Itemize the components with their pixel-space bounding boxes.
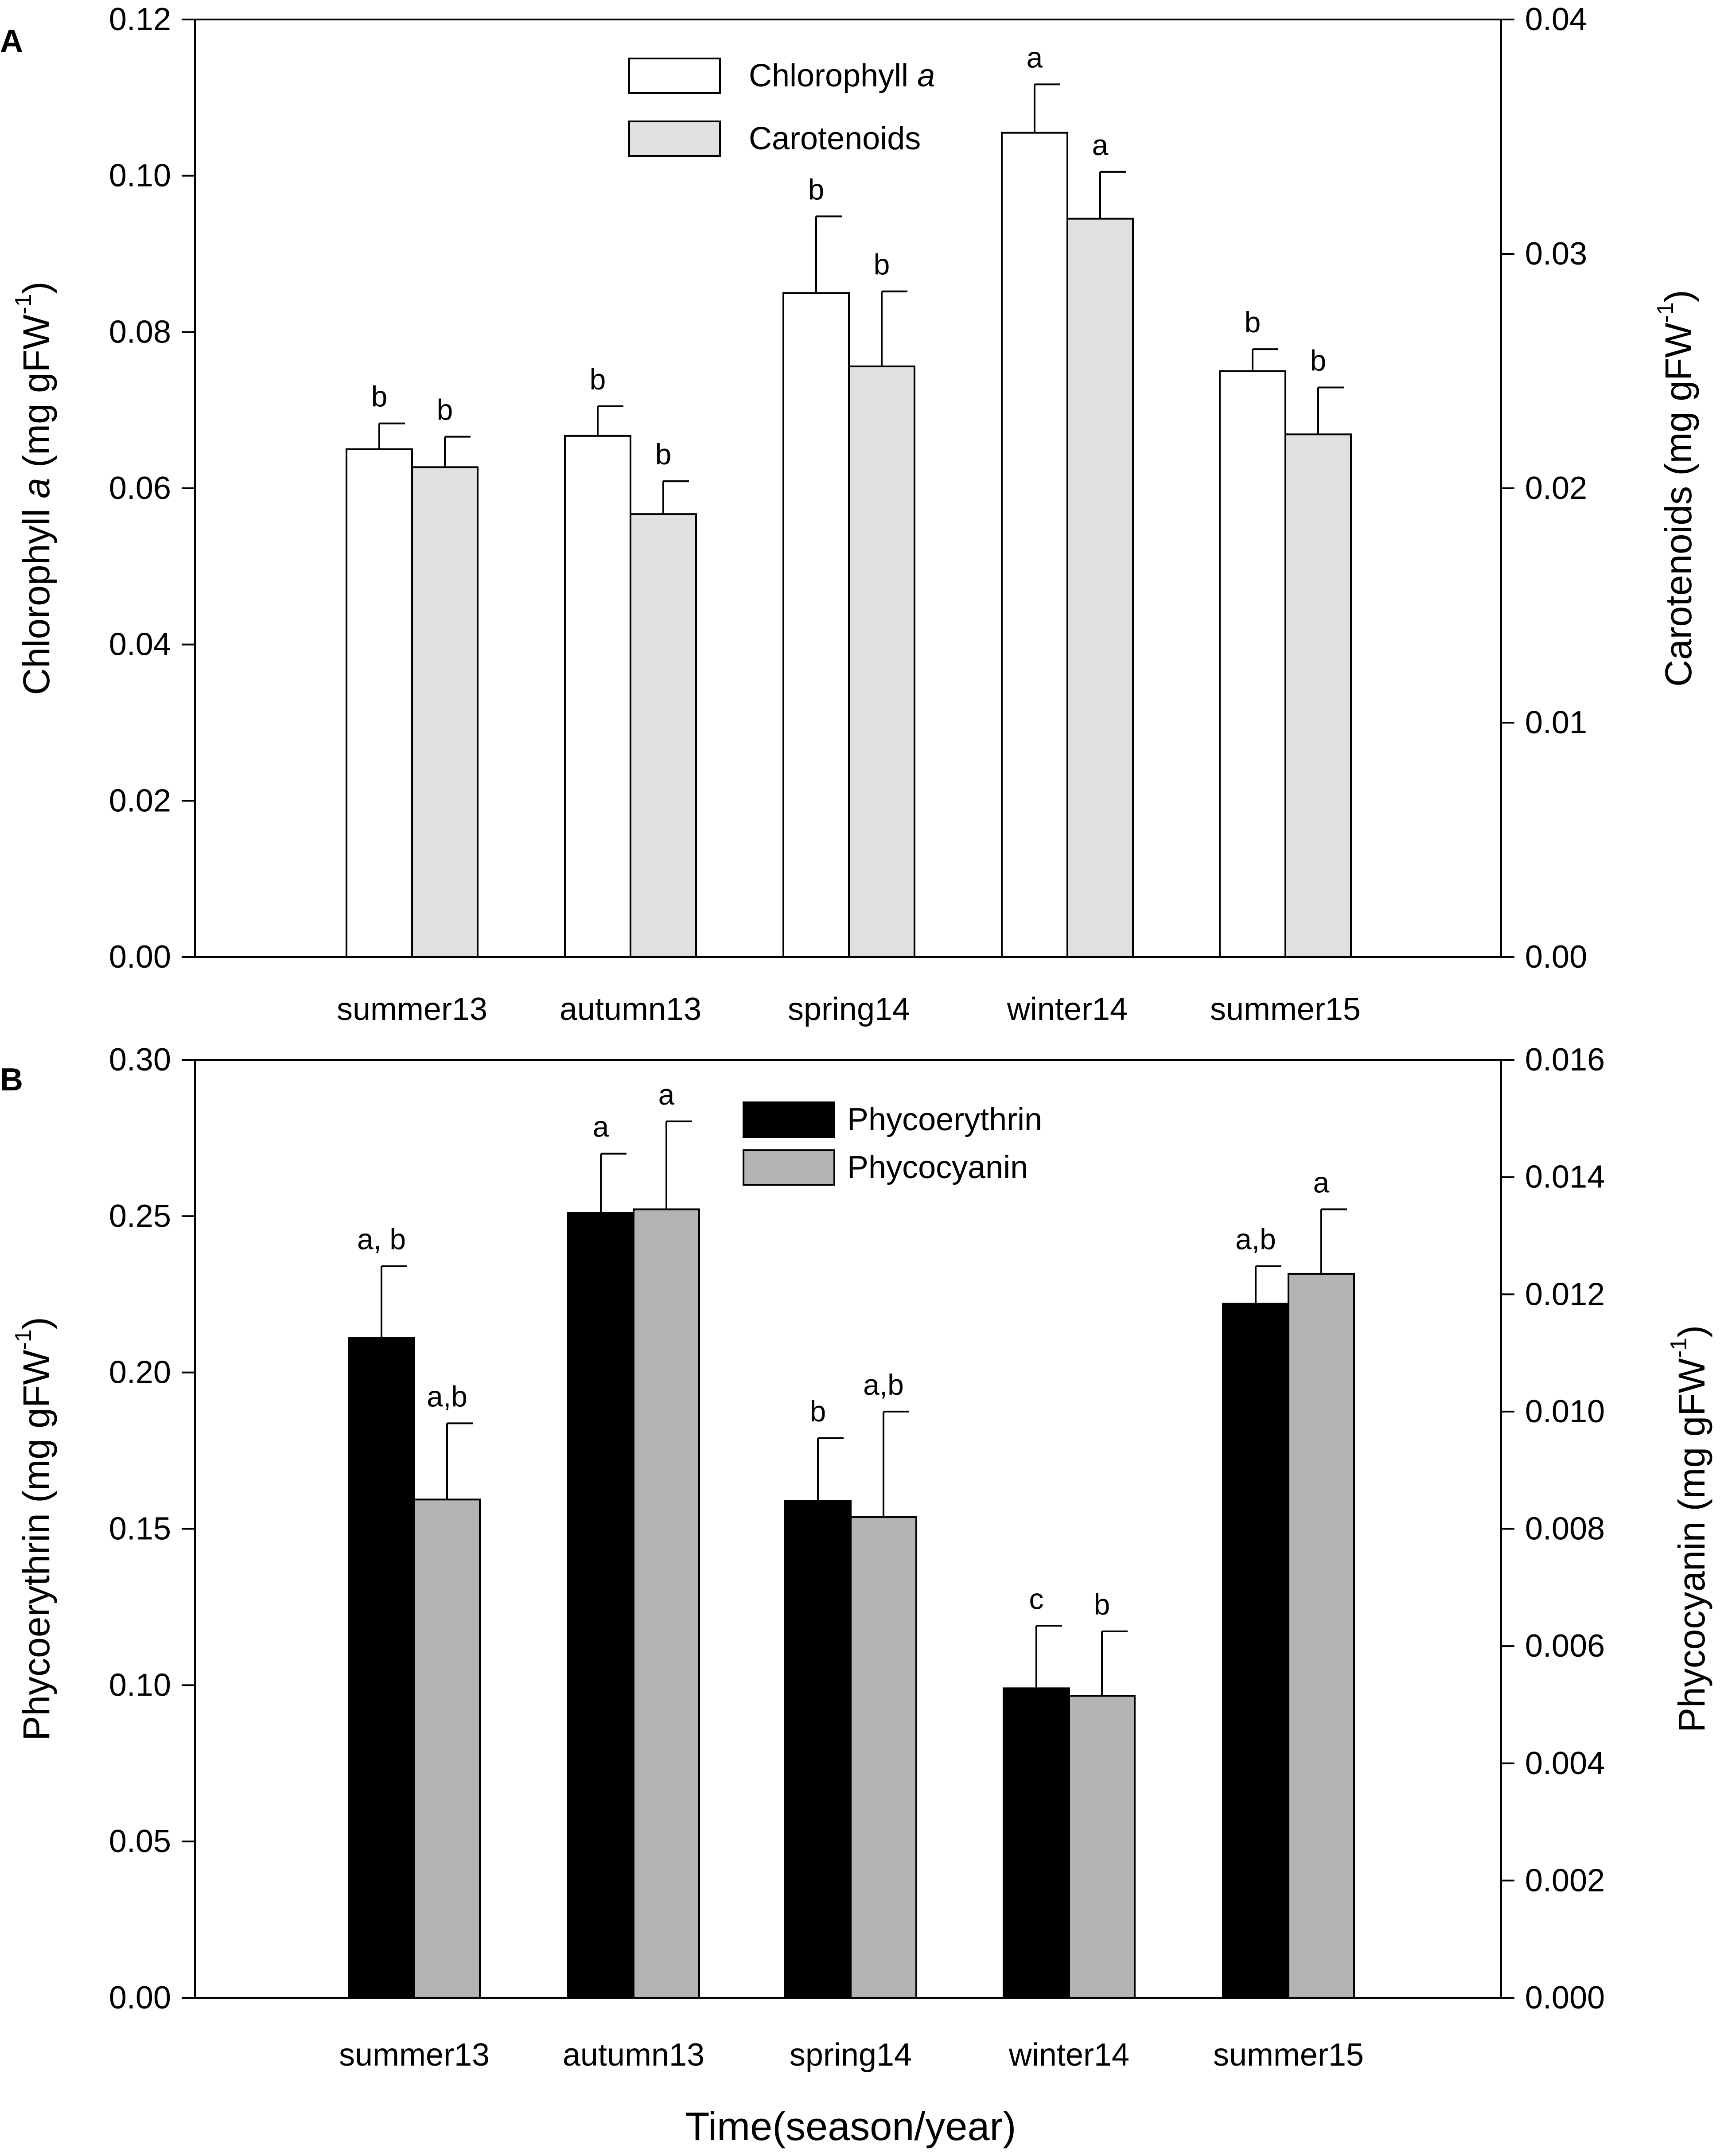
legend-swatch <box>628 58 721 94</box>
panel-b: Ba, b a b c a,b a,b a a,b b a 0.00 0.05 0.10 0.15 0.20… <box>0 1042 1712 2073</box>
y2-tick-label: 0.02 <box>1525 471 1587 506</box>
significance-letter: b <box>1245 306 1261 339</box>
significance-letter: c <box>1029 1582 1044 1615</box>
legend-label: Carotenoids <box>749 121 921 156</box>
x-tick-label: summer15 <box>1210 992 1361 1027</box>
bar <box>1284 433 1352 958</box>
x-tick-label: summer13 <box>339 2037 490 2073</box>
bar <box>564 435 631 958</box>
bar <box>633 1208 700 1999</box>
y2-axis-title: Carotenoids (mg gFW-1) <box>1653 290 1699 687</box>
y-tick-label: 0.10 <box>109 1667 171 1703</box>
significance-letter: b <box>1310 344 1327 377</box>
y-tick-label: 0.25 <box>109 1199 171 1234</box>
significance-letter: a, b <box>357 1223 406 1256</box>
legend-label: Phycoerythrin <box>847 1102 1042 1137</box>
significance-letter: b <box>371 380 388 413</box>
bar <box>411 466 479 958</box>
panel-letter: A <box>0 23 23 59</box>
bar <box>850 1516 917 1999</box>
significance-letter: a <box>1027 41 1043 74</box>
significance-letter: b <box>808 173 825 206</box>
bar <box>346 448 413 958</box>
y-tick-label: 0.06 <box>109 471 171 506</box>
y2-tick-label: 0.004 <box>1525 1746 1605 1781</box>
shared-x-axis-title: Time(season/year) <box>685 2105 1016 2149</box>
y-tick-label: 0.00 <box>109 1980 171 2016</box>
y-tick-label: 0.15 <box>109 1511 171 1547</box>
y2-tick-label: 0.000 <box>1525 1980 1605 2016</box>
legend-swatch <box>743 1149 835 1186</box>
significance-letter: a <box>658 1078 675 1111</box>
y2-tick-label: 0.008 <box>1525 1511 1605 1547</box>
y2-tick-label: 0.016 <box>1525 1042 1605 1078</box>
y2-tick-label: 0.01 <box>1525 705 1587 740</box>
y-tick-label: 0.04 <box>109 627 171 662</box>
x-tick-label: autumn13 <box>563 2037 704 2073</box>
y2-tick-label: 0.00 <box>1525 939 1587 975</box>
bar <box>348 1337 415 1999</box>
y-axis-title: Phycoerythrin (mg gFW-1) <box>11 1317 57 1740</box>
y2-tick-label: 0.014 <box>1525 1160 1605 1195</box>
y-tick-label: 0.20 <box>109 1355 171 1390</box>
y-tick-label: 0.12 <box>109 2 171 37</box>
bar <box>1222 1303 1289 1999</box>
y2-tick-label: 0.03 <box>1525 236 1587 272</box>
legend-label: Chlorophyll a <box>749 58 935 93</box>
legend-label: Phycocyanin <box>847 1150 1028 1185</box>
significance-letter: b <box>590 363 606 396</box>
x-tick-label: summer13 <box>337 992 487 1027</box>
bar <box>1288 1273 1355 1999</box>
x-tick-label: winter14 <box>1008 2037 1129 2073</box>
significance-letter: a <box>1313 1166 1330 1199</box>
y-tick-label: 0.30 <box>109 1042 171 1078</box>
bar <box>848 365 915 958</box>
x-tick-label: summer15 <box>1213 2037 1364 2073</box>
bar <box>413 1498 481 1999</box>
legend-swatch <box>743 1101 835 1138</box>
significance-letter: b <box>437 393 453 426</box>
significance-letter: a,b <box>427 1380 467 1413</box>
panel-a: Ab b b a b b b b a b 0.00 0.02 0.04 0.06 0.08 0.10 0.12 0… <box>0 2 1699 1027</box>
y2-tick-label: 0.002 <box>1525 1863 1605 1898</box>
bar <box>784 1499 852 1999</box>
y2-tick-label: 0.04 <box>1525 2 1587 37</box>
bar <box>1001 132 1068 958</box>
significance-letter: a,b <box>863 1368 904 1401</box>
y2-tick-label: 0.012 <box>1525 1276 1605 1312</box>
significance-letter: b <box>655 438 672 471</box>
x-tick-label: spring14 <box>788 992 910 1027</box>
bar <box>1068 1695 1136 1999</box>
bar <box>782 292 850 958</box>
bar <box>630 513 697 958</box>
significance-letter: a <box>1092 128 1109 161</box>
y2-tick-label: 0.010 <box>1525 1394 1605 1429</box>
significance-letter: a <box>593 1110 609 1143</box>
y-tick-label: 0.08 <box>109 314 171 350</box>
x-tick-label: winter14 <box>1007 992 1128 1027</box>
y2-tick-label: 0.006 <box>1525 1628 1605 1664</box>
significance-letter: b <box>810 1395 826 1428</box>
x-tick-label: autumn13 <box>560 992 701 1027</box>
bar <box>567 1212 634 1999</box>
bar <box>1003 1687 1070 1999</box>
significance-letter: b <box>874 248 890 281</box>
y-axis-title: Chlorophyll a (mg gFW-1) <box>11 281 57 695</box>
y-tick-label: 0.10 <box>109 158 171 194</box>
x-tick-label: spring14 <box>790 2037 912 2073</box>
panel-letter: B <box>0 1062 23 1097</box>
bar <box>1066 218 1134 958</box>
y-tick-label: 0.00 <box>109 939 171 975</box>
significance-letter: a,b <box>1235 1223 1276 1256</box>
y-tick-label: 0.02 <box>109 783 171 818</box>
y-tick-label: 0.05 <box>109 1824 171 1859</box>
bar <box>1219 370 1286 958</box>
y2-axis-title: Phycocyanin (mg gFW-1) <box>1666 1325 1712 1732</box>
legend-swatch <box>628 121 721 157</box>
significance-letter: b <box>1094 1588 1110 1621</box>
